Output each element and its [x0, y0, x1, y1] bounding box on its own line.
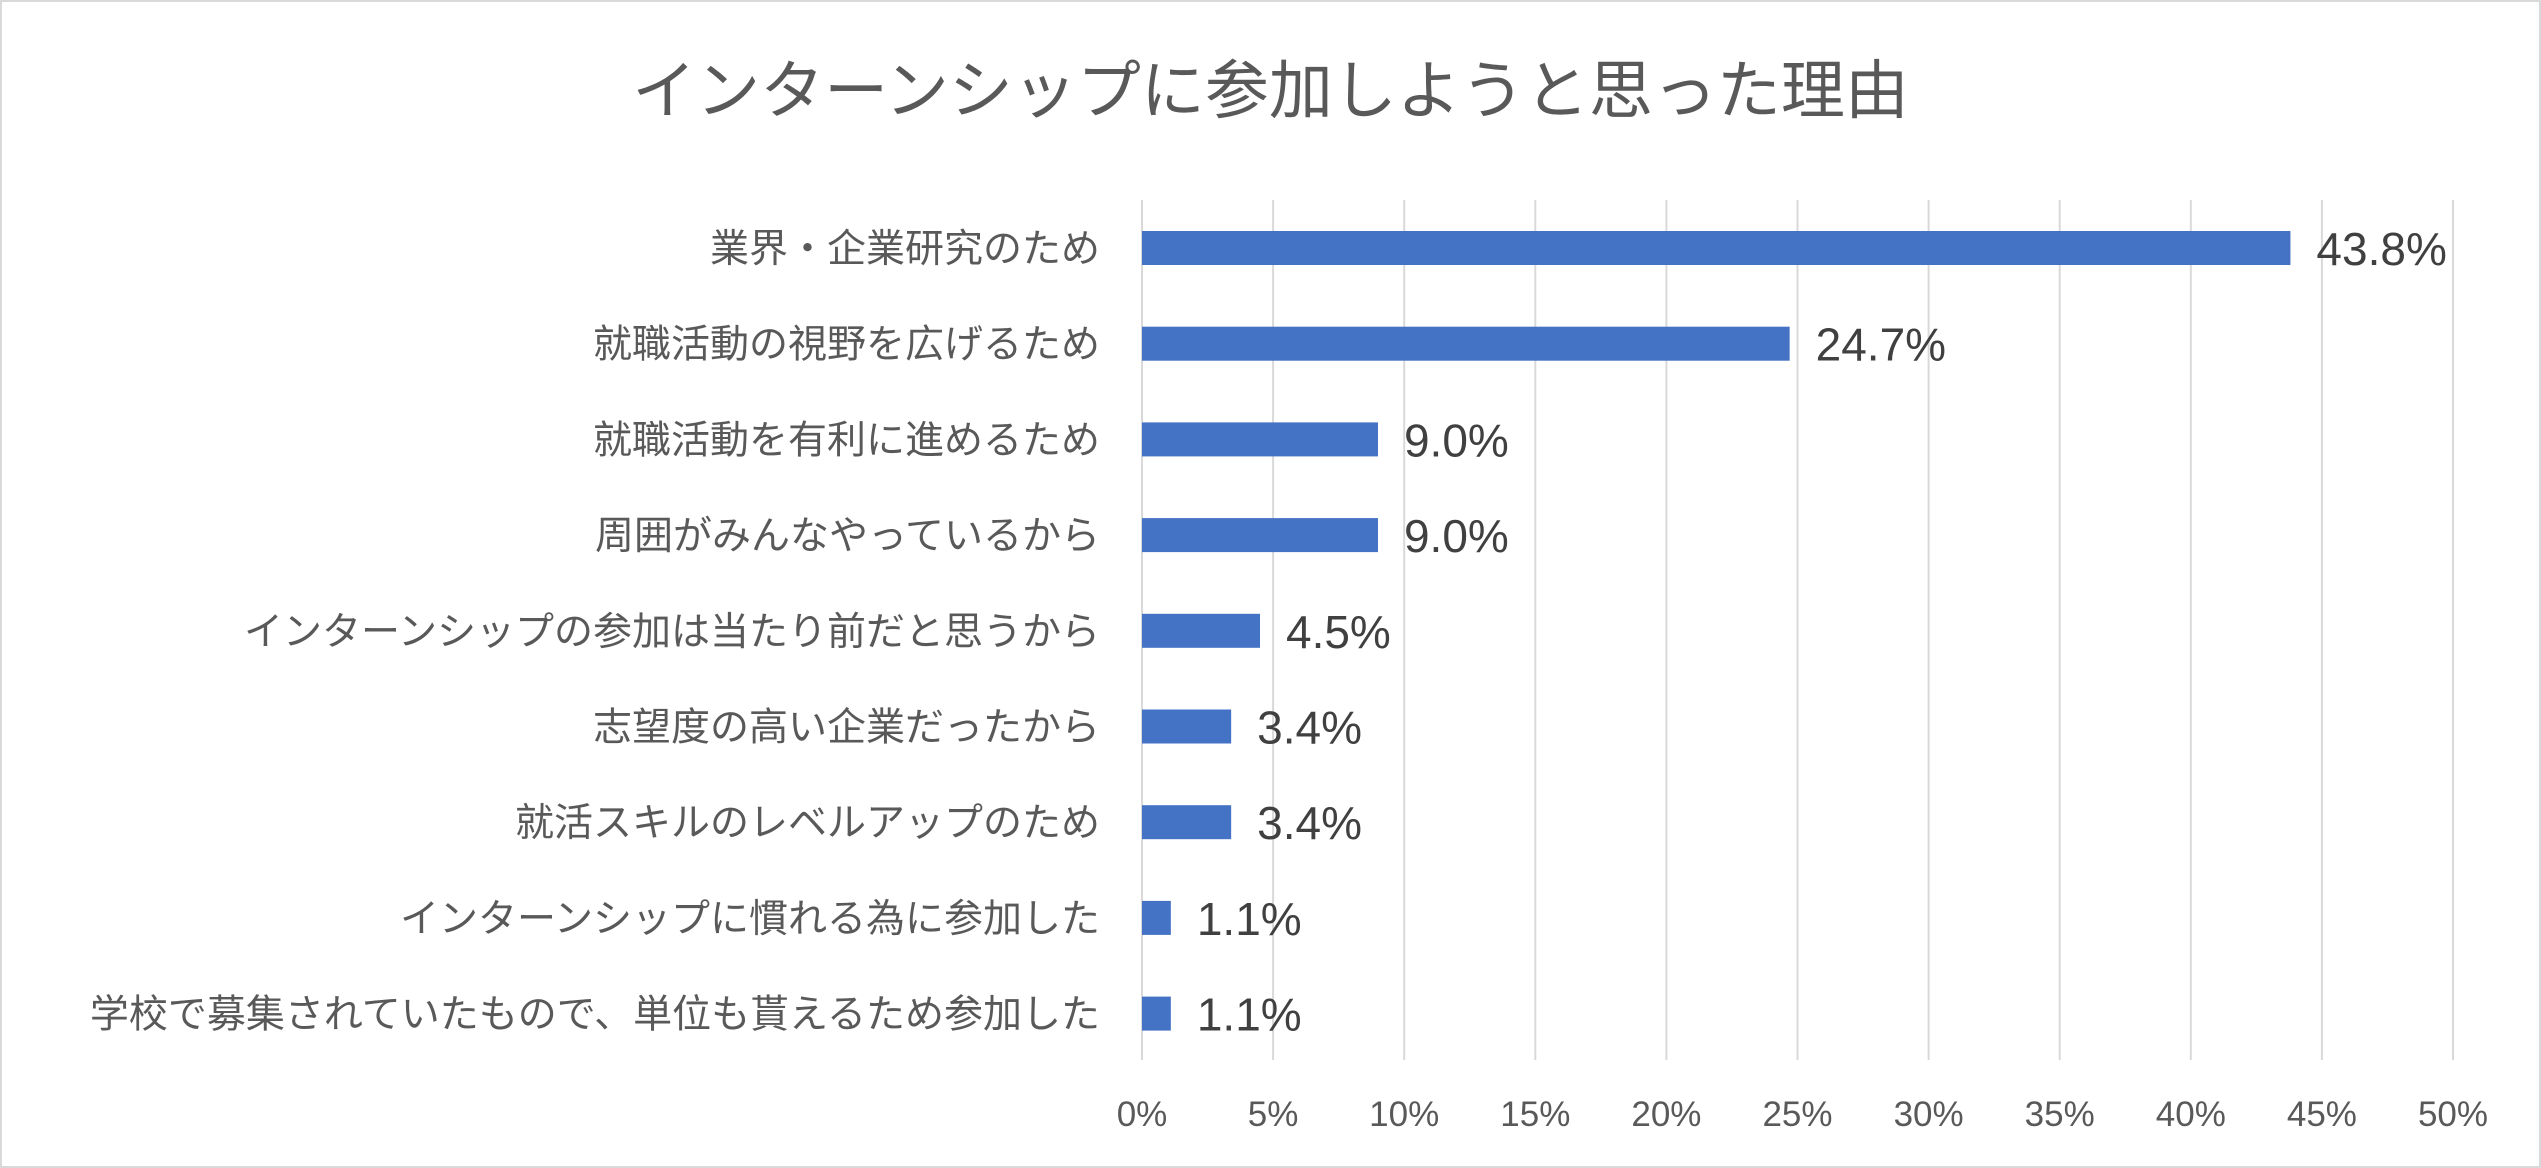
category-labels: 業界・企業研究のため就職活動の視野を広げるため就職活動を有利に進めるため周囲がみ…	[90, 227, 1100, 1038]
category-label: 就職活動の視野を広げるため	[593, 323, 1100, 368]
x-tick-label: 30%	[1894, 1095, 1964, 1134]
data-label: 3.4%	[1257, 797, 1362, 849]
x-tick-label: 35%	[2025, 1095, 2095, 1134]
data-label: 3.4%	[1257, 702, 1362, 754]
data-label: 9.0%	[1404, 510, 1509, 562]
x-tick-label: 5%	[1248, 1095, 1299, 1134]
x-tick-label: 45%	[2287, 1095, 2357, 1134]
bar	[1142, 805, 1232, 840]
x-axis-tick-labels: 0% 5% 10% 15% 20% 25% 30% 35% 40% 45% 50%	[1117, 1095, 2488, 1134]
category-label: インターンシップの参加は当たり前だと思うから	[244, 610, 1100, 655]
category-label: 就職活動を有利に進めるため	[593, 418, 1100, 463]
x-tick-label: 20%	[1631, 1095, 1701, 1134]
gridlines	[1141, 200, 2454, 1060]
data-label: 1.1%	[1197, 989, 1302, 1041]
data-label: 9.0%	[1404, 414, 1509, 466]
bar	[1142, 996, 1171, 1031]
bar	[1142, 900, 1171, 935]
x-tick-label: 15%	[1500, 1095, 1570, 1134]
chart-title: インターンシップに参加しようと思った理由	[632, 55, 1909, 129]
data-label: 24.7%	[1816, 319, 1946, 371]
category-label: 周囲がみんなやっているから	[595, 514, 1100, 559]
category-label: インターンシップに慣れる為に参加した	[400, 897, 1100, 942]
category-label: 就活スキルのレベルアップのため	[515, 801, 1100, 846]
bar	[1142, 231, 2291, 265]
x-tick-label: 25%	[1762, 1095, 1832, 1134]
data-labels: 43.8%24.7%9.0%9.0%4.5%3.4%3.4%1.1%1.1%	[1197, 223, 2447, 1041]
data-label: 4.5%	[1286, 606, 1391, 658]
category-label: 業界・企業研究のため	[710, 227, 1100, 272]
bars	[1142, 231, 2291, 1031]
category-label: 志望度の高い企業だったから	[593, 706, 1100, 751]
x-tick-label: 40%	[2156, 1095, 2226, 1134]
data-label: 43.8%	[2316, 223, 2446, 275]
data-label: 1.1%	[1197, 893, 1302, 945]
bar	[1142, 326, 1790, 361]
category-label: 学校で募集されていたもので、単位も貰えるため参加した	[90, 993, 1100, 1038]
bar	[1142, 518, 1378, 553]
x-tick-label: 0%	[1117, 1095, 1168, 1134]
x-tick-label: 10%	[1369, 1095, 1439, 1134]
bar	[1142, 422, 1378, 457]
bar	[1142, 709, 1232, 744]
bar	[1142, 613, 1260, 648]
x-tick-label: 50%	[2418, 1095, 2488, 1134]
